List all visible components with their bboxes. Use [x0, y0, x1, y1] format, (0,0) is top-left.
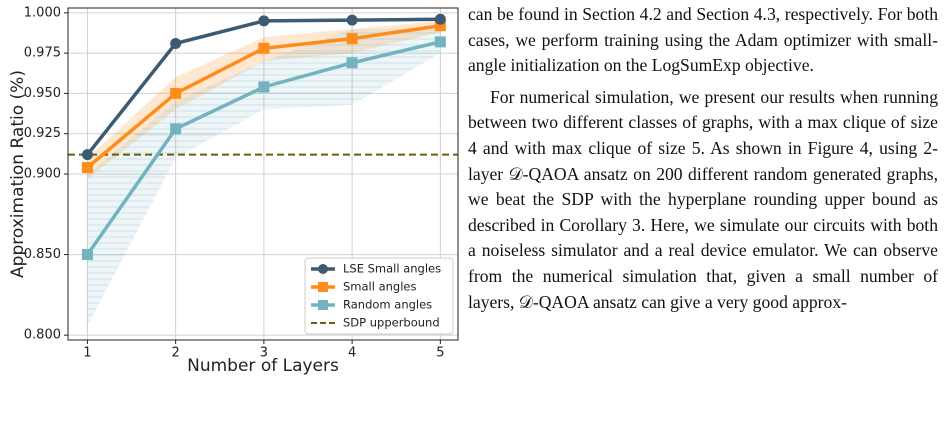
data-point: [346, 14, 358, 26]
paragraph: can be found in Section 4.2 and Section …: [468, 4, 938, 76]
y-tick-label: 1.000: [24, 5, 61, 20]
data-point: [346, 33, 358, 45]
x-tick-label: 1: [83, 346, 91, 361]
x-tick-label: 3: [260, 346, 268, 361]
y-tick-label: 0.900: [24, 167, 61, 182]
legend-label: Random angles: [343, 298, 432, 312]
x-tick-label: 5: [436, 346, 444, 361]
y-tick-label: 0.925: [24, 126, 61, 141]
data-point: [434, 36, 446, 48]
data-point: [346, 57, 358, 69]
data-point: [81, 162, 93, 174]
confidence-band: [87, 28, 441, 326]
legend-marker: [318, 282, 328, 292]
y-axis-label: Approximation Ratio (%): [8, 70, 28, 278]
paragraph: For numerical simulation, we present our…: [468, 86, 938, 312]
data-point: [170, 37, 182, 49]
legend-box: [304, 257, 454, 335]
legend-label: Small angles: [343, 280, 417, 294]
data-point: [170, 87, 182, 99]
text-column: can be found in Section 4.2 and Section …: [468, 2, 938, 315]
data-point: [258, 81, 270, 93]
y-tick-label: 0.850: [24, 247, 61, 262]
data-point: [258, 15, 270, 27]
data-point: [258, 42, 270, 54]
x-tick-label: 2: [172, 346, 180, 361]
legend-marker: [318, 300, 328, 310]
legend-marker: [318, 264, 328, 274]
data-point: [170, 123, 182, 135]
x-axis-label: Number of Layers: [187, 356, 339, 376]
data-point: [434, 13, 446, 25]
data-point: [81, 149, 93, 161]
plot-frame: [67, 7, 459, 341]
legend-label: LSE Small angles: [343, 262, 441, 276]
chart: Approximation Ratio (%) Number of Layers…: [8, 5, 459, 376]
y-tick-label: 0.975: [24, 46, 61, 61]
x-tick-label: 4: [348, 346, 356, 361]
data-point: [434, 20, 446, 32]
y-tick-label: 0.800: [24, 328, 61, 343]
data-point: [81, 249, 93, 261]
y-tick-label: 0.950: [24, 86, 61, 101]
legend-label: SDP upperbound: [343, 316, 440, 330]
